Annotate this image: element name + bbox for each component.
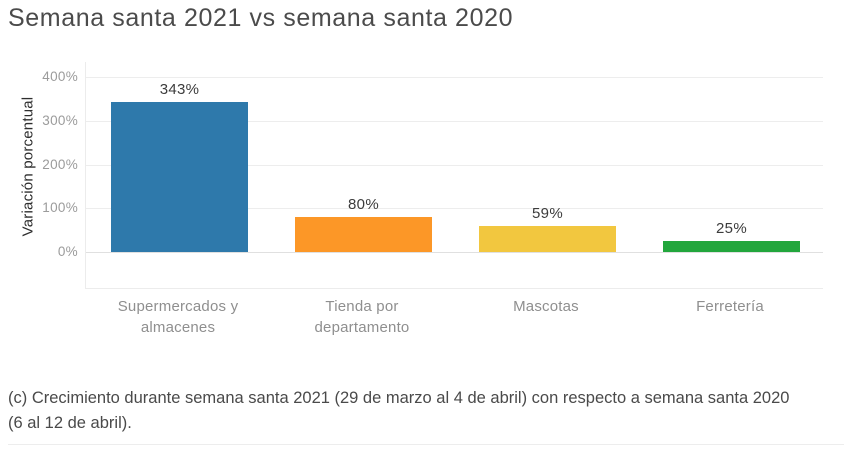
plot-area: 343% 80% 59% 25% xyxy=(85,62,823,289)
y-tick-label: 0% xyxy=(57,244,78,259)
y-tick-label: 200% xyxy=(42,156,78,172)
gridline xyxy=(86,120,823,122)
bar-value-label: 80% xyxy=(348,196,379,213)
gridline xyxy=(86,252,823,253)
gridline xyxy=(86,208,823,210)
y-tick-label: 400% xyxy=(42,69,78,84)
bar xyxy=(295,217,432,252)
bar-value-label: 25% xyxy=(716,220,747,237)
x-tick-label: Ferretería xyxy=(696,298,764,315)
bar-value-label: 343% xyxy=(159,81,200,98)
y-tick-label: 300% xyxy=(42,112,78,128)
gridline xyxy=(86,77,823,78)
caption: (c) Crecimiento durante semana santa 202… xyxy=(8,389,790,432)
x-tick-label: Tienda por departamento xyxy=(314,298,410,336)
x-tick-label: Supermercados y almacenes xyxy=(117,298,239,336)
bar xyxy=(663,241,800,252)
bottom-divider xyxy=(8,444,844,445)
bar-value-label: 59% xyxy=(532,205,563,222)
bar xyxy=(111,102,248,252)
bar xyxy=(479,226,616,252)
gridline xyxy=(86,164,823,166)
chart-title: Semana santa 2021 vs semana santa 2020 xyxy=(8,4,514,32)
x-tick-label: Mascotas xyxy=(513,298,579,315)
y-tick-label: 100% xyxy=(42,200,78,216)
